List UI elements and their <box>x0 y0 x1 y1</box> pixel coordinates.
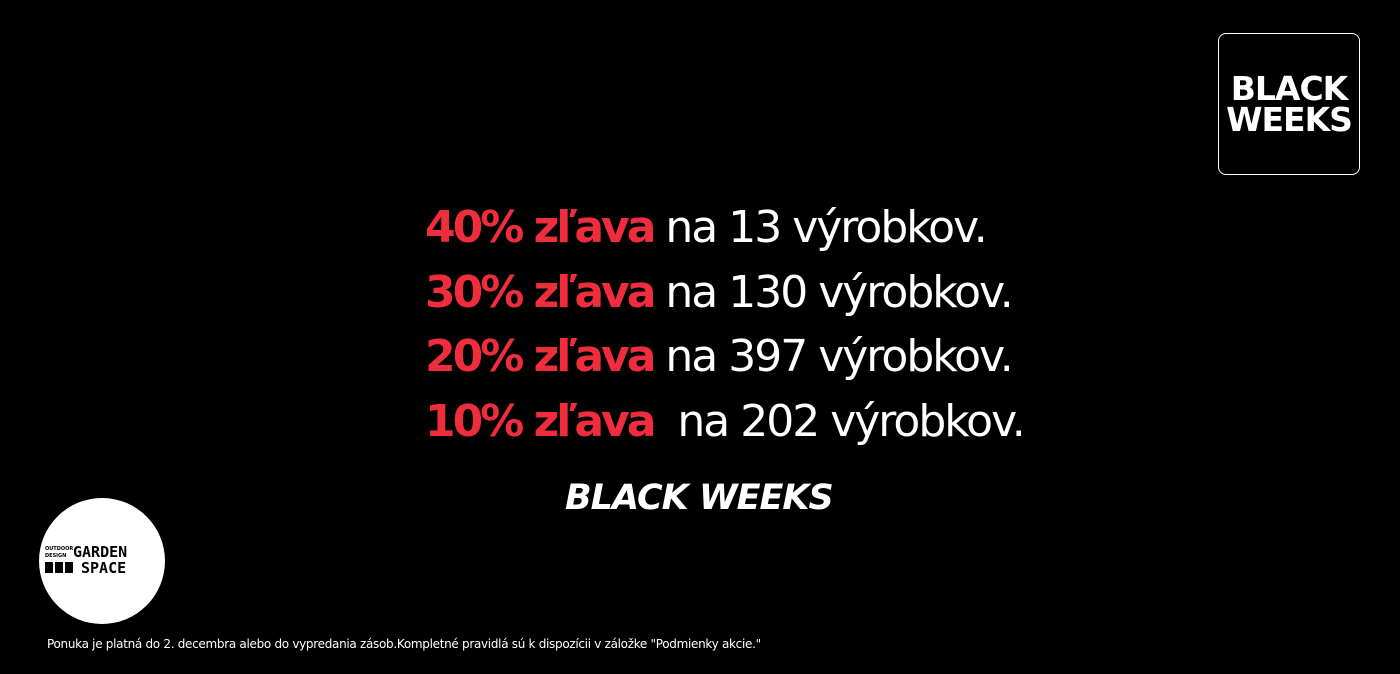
garden-space-logo: OUTDOOR DESIGN GARDEN SPACE <box>39 498 165 624</box>
offer-list: 40% zľava na 13 výrobkov. 30% zľava na 1… <box>425 196 1026 455</box>
offer-line: 20% zľava na 397 výrobkov. <box>425 325 1024 390</box>
offer-line: 40% zľava na 13 výrobkov. <box>425 196 1024 261</box>
offer-text: na 13 výrobkov. <box>665 202 987 253</box>
offer-text: na 130 výrobkov. <box>665 266 1013 318</box>
offer-line: 10% zľava na 202 výrobkov. <box>425 390 1026 455</box>
offer-discount: 30% zľava <box>425 266 656 318</box>
offer-text: na 202 výrobkov. <box>677 395 1025 447</box>
black-weeks-badge: BLACK WEEKS <box>1218 33 1360 175</box>
logo-big-text: GARDEN SPACE <box>73 543 128 577</box>
badge-line1: BLACK <box>1230 69 1349 108</box>
offer-line: 30% zľava na 130 výrobkov. <box>425 261 1024 326</box>
offer-text: na 397 výrobkov. <box>665 331 1013 382</box>
footer-disclaimer: Ponuka je platná do 2. decembra alebo do… <box>47 637 761 651</box>
offer-discount: 20% zľava <box>425 331 656 382</box>
campaign-title: BLACK WEEKS <box>565 478 834 518</box>
logo-squares <box>45 562 73 573</box>
logo-small-text: OUTDOOR DESIGN <box>45 546 74 559</box>
badge-line2: WEEKS <box>1226 100 1353 139</box>
offer-discount: 10% zľava <box>425 395 656 447</box>
offer-discount: 40% zľava <box>425 202 656 253</box>
